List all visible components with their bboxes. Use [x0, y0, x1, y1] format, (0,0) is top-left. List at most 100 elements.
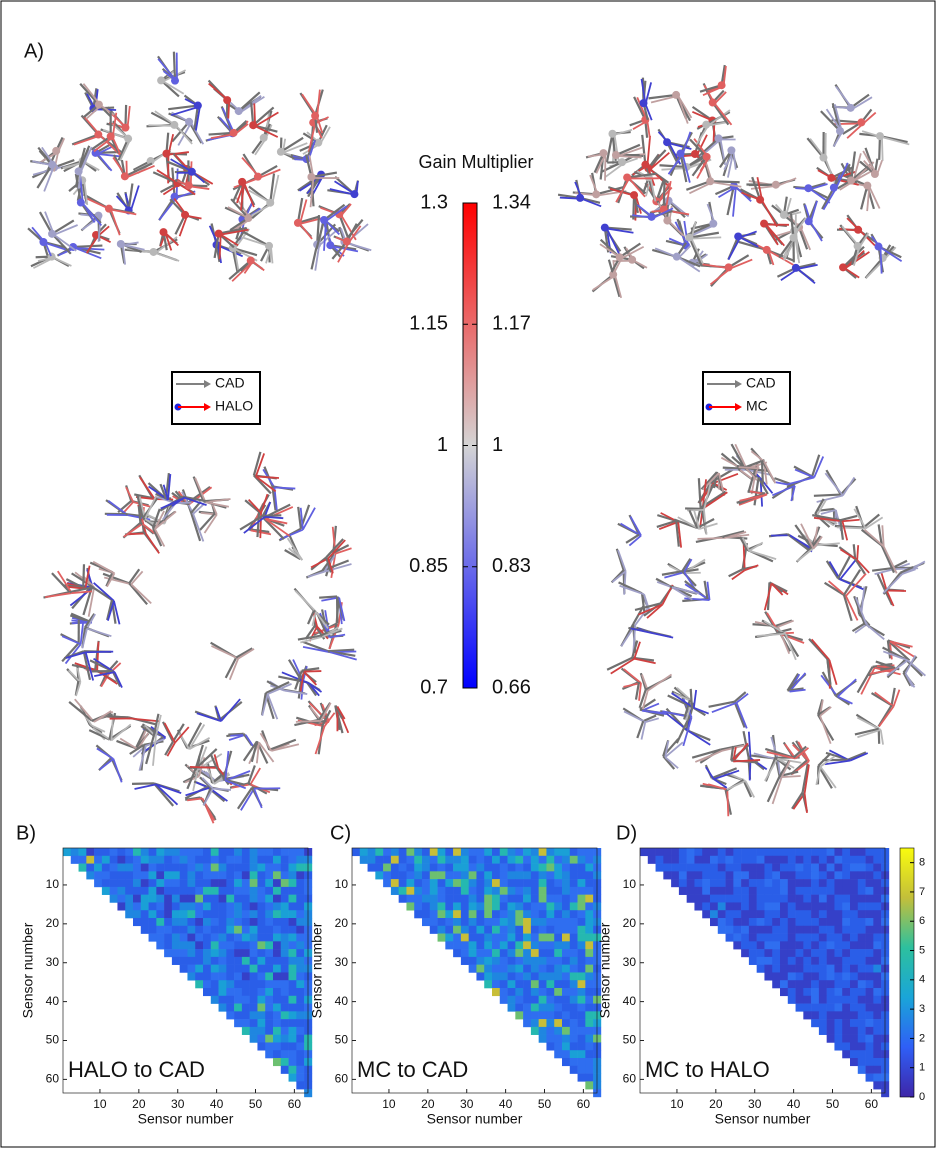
matrix-cell: [585, 879, 593, 887]
sensor-dot: [819, 154, 827, 162]
matrix-cell: [296, 910, 304, 918]
matrix-cell: [585, 1004, 593, 1012]
matrix-cell: [780, 949, 788, 957]
axis-meas: [253, 262, 264, 271]
matrix-cell: [757, 871, 765, 879]
matrix-cell: [585, 949, 593, 957]
matrix-cell: [445, 848, 453, 856]
matrix-cell: [726, 918, 734, 926]
matrix-cell: [733, 934, 741, 942]
matrix-cell: [873, 1058, 881, 1066]
matrix-cell: [438, 902, 446, 910]
matrix-cell: [492, 879, 500, 887]
matrix-cell: [554, 1035, 562, 1043]
matrix-cell: [811, 972, 819, 980]
matrix-cell: [234, 902, 242, 910]
matrix-cell: [500, 902, 508, 910]
matrix-cell: [546, 949, 554, 957]
matrix-cell: [257, 910, 265, 918]
matrix-cell: [811, 910, 819, 918]
axis-ref: [83, 564, 84, 588]
matrix-cell: [515, 980, 523, 988]
matrix-cell: [531, 879, 539, 887]
matrix-cell: [523, 864, 531, 872]
matrix-cell: [788, 910, 796, 918]
axis-ref: [125, 164, 152, 177]
axis-meas: [100, 759, 114, 770]
sensor-dot: [854, 226, 862, 234]
matrix-cell: [281, 1058, 289, 1066]
matrix-cell: [710, 871, 718, 879]
matrix-cell: [772, 918, 780, 926]
matrix-cell: [180, 949, 188, 957]
matrix-cell: [819, 856, 827, 864]
legend-label: HALO: [215, 398, 253, 414]
matrix-cell: [430, 864, 438, 872]
x-tick-label: 20: [421, 1097, 435, 1111]
sensor-glyph: [600, 240, 644, 274]
matrix-cell: [461, 918, 469, 926]
matrix-cell: [484, 934, 492, 942]
matrix-cell: [500, 965, 508, 973]
matrix-cell: [203, 856, 211, 864]
matrix-cell: [117, 871, 125, 879]
matrix-cell: [710, 902, 718, 910]
panel-label: B): [16, 822, 36, 844]
matrix-cell: [819, 965, 827, 973]
matrix-cell: [508, 918, 516, 926]
matrix-cell: [492, 926, 500, 934]
matrix-cell: [842, 848, 850, 856]
matrix-cell: [827, 965, 835, 973]
axis-meas: [744, 544, 745, 570]
matrix-cell: [749, 864, 757, 872]
matrix-cell: [250, 879, 258, 887]
matrix-cell: [422, 895, 430, 903]
matrix-cell: [133, 871, 141, 879]
matrix-cell: [149, 856, 157, 864]
sensor-dot: [238, 178, 246, 186]
sensor-glyph: [238, 788, 280, 811]
matrix-cell: [585, 1058, 593, 1066]
matrix-cell: [780, 965, 788, 973]
matrix-cell: [257, 934, 265, 942]
x-tick-label: 20: [132, 1097, 146, 1111]
matrix-cell: [834, 1042, 842, 1050]
matrix-cell: [842, 996, 850, 1004]
matrix-cell: [578, 926, 586, 934]
matrix-cell: [226, 1004, 234, 1012]
matrix-cell: [539, 949, 547, 957]
axis-meas: [178, 732, 189, 749]
matrix-cell: [250, 957, 258, 965]
matrix-cell: [219, 996, 227, 1004]
matrix-cell: [866, 988, 874, 996]
matrix-cell: [578, 902, 586, 910]
matrix-cell: [500, 856, 508, 864]
matrix-cell: [819, 918, 827, 926]
matrix-cell: [749, 918, 757, 926]
matrix-cell: [117, 887, 125, 895]
matrix-cell: [733, 895, 741, 903]
matrix-cell: [733, 864, 741, 872]
matrix-cell: [850, 895, 858, 903]
matrix-cell: [461, 902, 469, 910]
matrix-cell: [430, 848, 438, 856]
matrix-cell: [500, 988, 508, 996]
matrix-cell: [570, 1066, 578, 1074]
matrix-cell: [508, 941, 516, 949]
matrix-cell: [796, 848, 804, 856]
matrix-cell: [508, 980, 516, 988]
matrix-cell: [850, 949, 858, 957]
matrix-cell: [834, 879, 842, 887]
matrix-cell: [546, 1027, 554, 1035]
matrix-cell: [250, 887, 258, 895]
matrix-cell: [484, 902, 492, 910]
sensor-dot: [39, 238, 47, 246]
matrix-cell: [296, 1035, 304, 1043]
matrix-cell: [726, 895, 734, 903]
matrix-cell: [858, 926, 866, 934]
matrix-cell: [687, 864, 695, 872]
matrix-cell: [764, 864, 772, 872]
matrix-cell: [461, 941, 469, 949]
matrix-cell: [273, 1035, 281, 1043]
sensor-dot: [608, 130, 616, 138]
